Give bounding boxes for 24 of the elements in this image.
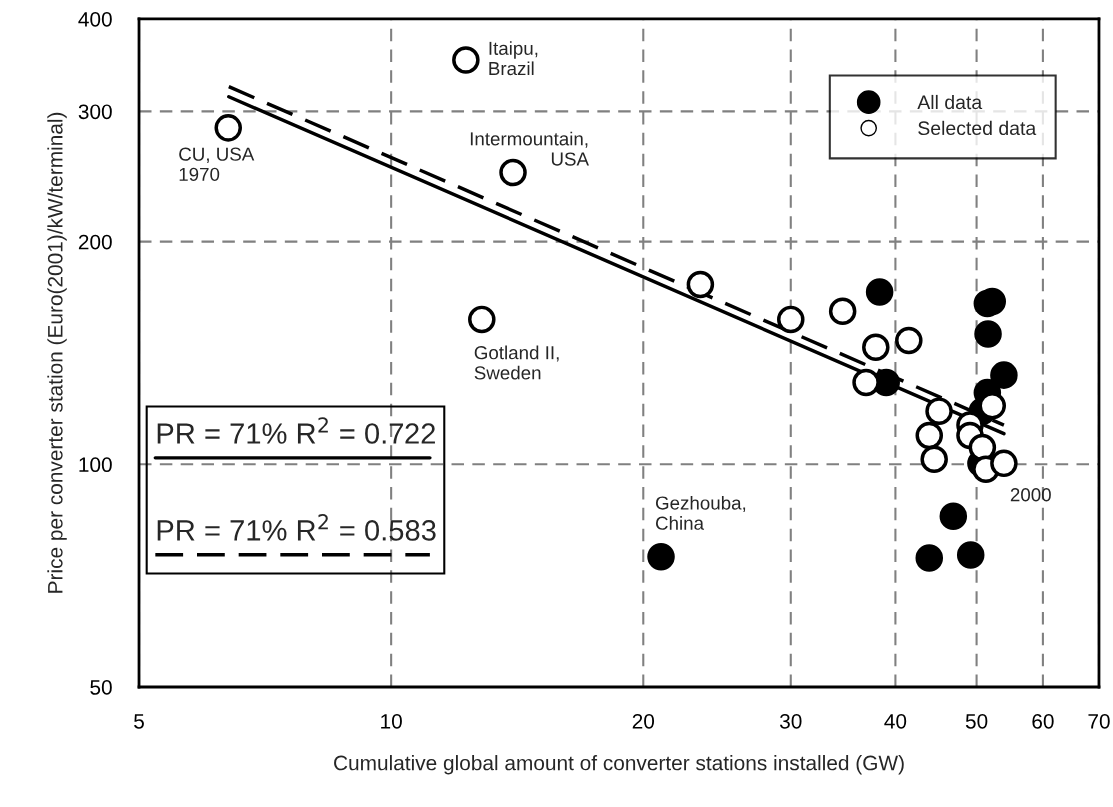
- annotation: PR = 71% R$^{2}$ = 0.583: [157, 514, 436, 541]
- x-tick-label: 20: [632, 713, 655, 729]
- annotation: Intermountain, USA: [470, 131, 589, 166]
- y-axis-title: Price per converter station (Euro(2001)/kW/terminal): [47, 112, 67, 593]
- x-tick-label: 60: [1032, 713, 1054, 729]
- x-tick-label: 30: [779, 713, 802, 729]
- x-tick-label: 50: [965, 713, 988, 729]
- y-tick-label: 400: [78, 11, 112, 27]
- annotation: Gezhouba, China: [655, 495, 746, 530]
- y-tick-label: 300: [78, 104, 112, 120]
- x-tick-label: 10: [381, 713, 402, 729]
- annotation: Gotland II, Sweden: [474, 345, 559, 380]
- x-tick-label: 70: [1088, 713, 1110, 729]
- y-tick-label: 200: [78, 234, 112, 250]
- legend-label: All data: [917, 94, 983, 110]
- annotation: Itaipu, Brazil: [489, 41, 538, 76]
- legend-label: Selected data: [918, 120, 1037, 136]
- x-tick-label: 5: [134, 714, 144, 729]
- annotation: PR = 71% R$^{2}$ = 0.722: [157, 417, 435, 444]
- x-axis-title: Cumulative global amount of converter stations installed (GW): [334, 755, 904, 775]
- annotation: CU, USA 1970: [179, 147, 255, 181]
- y-tick-label: 100: [79, 457, 112, 473]
- y-tick-label: 50: [90, 680, 112, 695]
- x-tick-label: 40: [884, 713, 907, 729]
